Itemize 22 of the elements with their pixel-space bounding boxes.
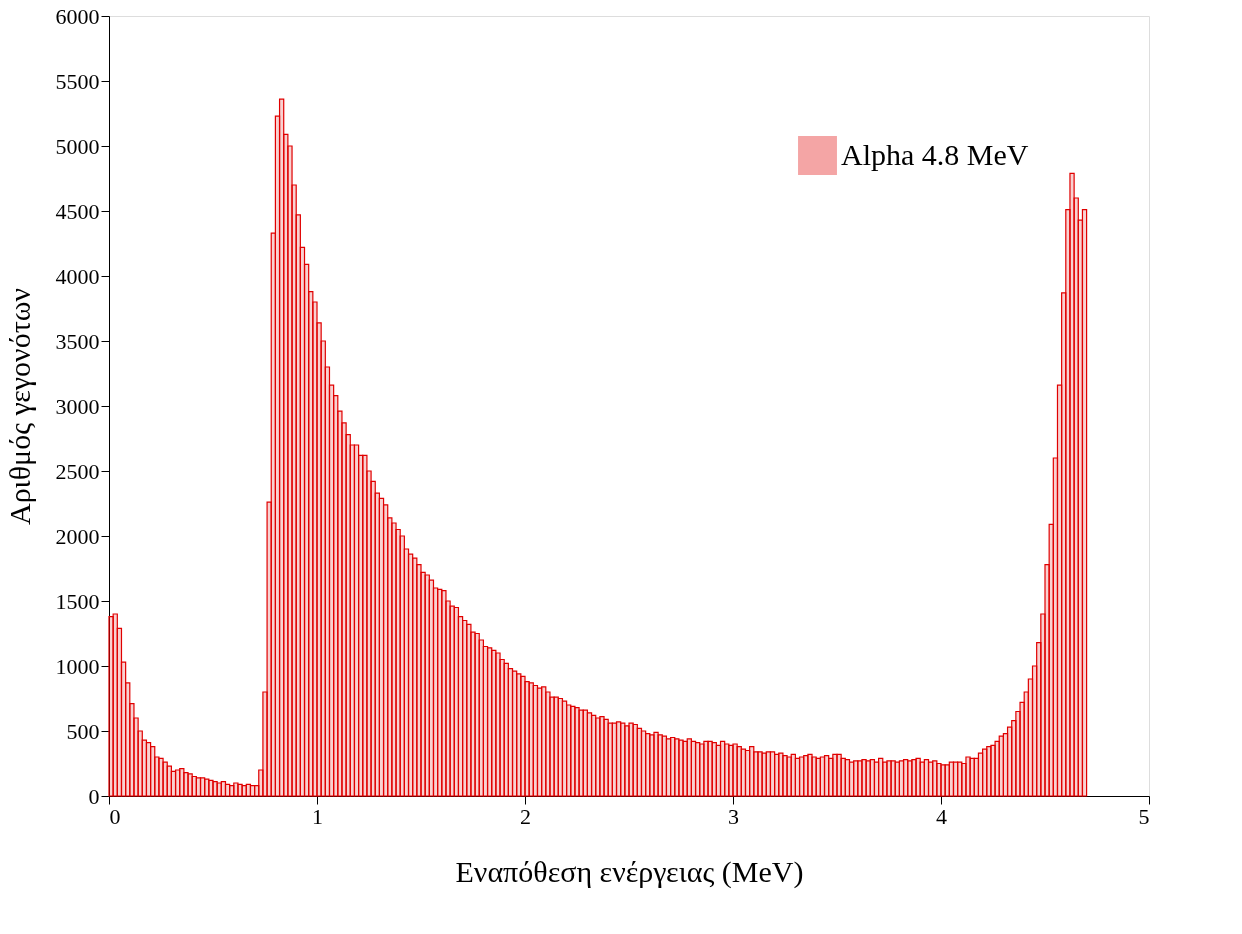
y-tick-label: 3500	[55, 328, 100, 354]
y-tick-label: 1000	[55, 653, 100, 679]
x-tick-label: 2	[520, 803, 531, 829]
y-tick-label: 4500	[55, 198, 100, 224]
x-tick-label: 0	[109, 803, 121, 829]
y-tick-label: 5000	[55, 133, 100, 159]
x-tick-label: 3	[728, 803, 739, 829]
y-tick-label: 5500	[55, 68, 100, 94]
y-tick-label: 4000	[55, 263, 100, 289]
y-tick-label: 2500	[55, 458, 100, 484]
y-axis-title: Αριθμός γεγονότων	[2, 287, 36, 526]
x-tick-label: 5	[1138, 803, 1150, 829]
y-tick-label: 2000	[55, 523, 100, 549]
legend-label: Alpha 4.8 MeV	[841, 137, 1029, 171]
y-tick-label: 500	[66, 718, 100, 744]
x-tick-label: 1	[312, 803, 323, 829]
x-axis-title: Εναπόθεση ενέργειας (MeV)	[455, 854, 804, 889]
y-tick-label: 0	[88, 783, 100, 809]
x-tick-label: 4	[936, 803, 947, 829]
y-tick-label: 6000	[55, 3, 100, 29]
y-tick-label: 1500	[55, 588, 100, 614]
y-tick-label: 3000	[55, 393, 100, 419]
